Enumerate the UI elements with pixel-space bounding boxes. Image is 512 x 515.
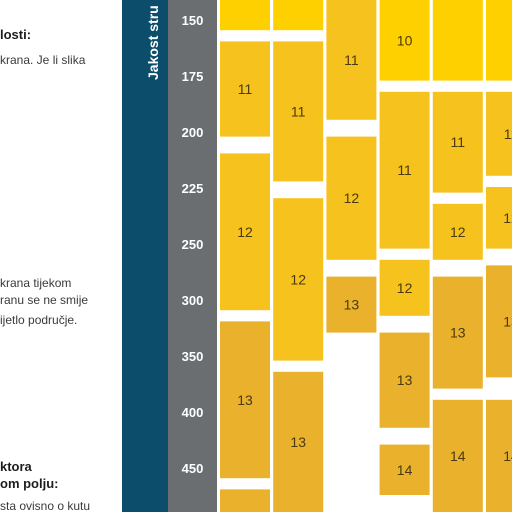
- heatmap-cell: [273, 371, 324, 512]
- heatmap-cell-label: 14: [397, 462, 413, 478]
- heatmap-cell: [486, 91, 512, 176]
- heatmap-cell: [432, 276, 483, 389]
- paragraph-2-line-3: ijetlo područje.: [0, 313, 78, 327]
- heatmap-cell: [432, 91, 483, 193]
- heatmap-cell: [432, 203, 483, 260]
- paragraph-2-line-2: ranu se ne smije: [0, 293, 89, 307]
- heatmap-cell: [220, 153, 270, 311]
- heatmap-cell-label: 12: [397, 280, 413, 296]
- heatmap-cell-label: 12: [237, 224, 253, 240]
- heatmap-cell: [432, 399, 483, 512]
- heatmap-cell: [326, 276, 377, 333]
- y-axis-title: Jakost stru: [145, 5, 161, 80]
- heatmap-cell: [273, 198, 324, 361]
- heatmap-cell: [486, 399, 512, 512]
- heatmap-cell-label: 12: [290, 271, 306, 287]
- heatmap-grid: 11 12 13 11 12 13 11 12 13 10 11 12 13 14 11 12 13 14 11 12…: [220, 0, 512, 512]
- heatmap-cell-label: 11: [291, 103, 306, 119]
- heatmap-cell: [273, 41, 324, 182]
- y-tick-label: 175: [181, 69, 204, 84]
- heatmap-cell-label: 13: [344, 297, 360, 313]
- paragraph-1: krana. Je li slika: [0, 53, 86, 67]
- heatmap-cell: [486, 0, 512, 81]
- heatmap-cell-label: 12: [503, 210, 512, 226]
- heatmap-cell-label: 14: [450, 448, 466, 464]
- heatmap-cell: [273, 0, 324, 31]
- heatmap-cell-label: 11: [451, 134, 466, 150]
- heatmap-cell: [379, 332, 430, 428]
- heatmap-cell-label: 13: [503, 313, 512, 329]
- heatmap-cell-label: 11: [504, 126, 512, 142]
- section-heading-2-line-1: ktora: [0, 459, 32, 474]
- heatmap-cell-label: 13: [290, 434, 306, 450]
- heatmap-cell-label: 12: [344, 190, 360, 206]
- paragraph-2-line-1: krana tijekom: [0, 276, 72, 290]
- heatmap-cell: [379, 444, 430, 495]
- y-tick-label: 350: [181, 349, 204, 364]
- heatmap-cell-label: 13: [450, 325, 466, 341]
- y-tick-label: 400: [181, 405, 204, 420]
- heatmap-cell: [379, 91, 430, 249]
- heatmap-cell: [220, 489, 270, 512]
- heatmap-cell-label: 13: [397, 372, 413, 388]
- heatmap-cell-label: 14: [503, 448, 512, 464]
- heatmap-cell: [379, 259, 430, 316]
- heatmap-cell-label: 11: [344, 52, 359, 68]
- section-heading-1: losti:: [0, 27, 32, 42]
- heatmap-cell-label: 10: [397, 32, 413, 48]
- y-tick-label: 300: [181, 293, 204, 308]
- heatmap-cell: [220, 321, 270, 479]
- heatmap-cell-label: 11: [397, 162, 412, 178]
- heatmap-cell: [220, 41, 270, 137]
- y-tick-label: 150: [181, 13, 204, 28]
- y-tick-label: 225: [181, 181, 204, 196]
- y-axis-title-band: [122, 0, 168, 512]
- y-tick-label: 250: [181, 237, 204, 252]
- heatmap-cell: [432, 0, 483, 81]
- heatmap-cell-label: 11: [238, 81, 253, 97]
- heatmap-cell: [379, 0, 430, 81]
- heatmap-cell-label: 12: [450, 224, 466, 240]
- heatmap-cell: [220, 0, 270, 31]
- heatmap-cell-label: 13: [237, 392, 253, 408]
- heatmap-cell: [326, 0, 377, 120]
- y-tick-label: 450: [181, 461, 204, 476]
- section-heading-2-line-2: om polju:: [0, 476, 59, 491]
- y-tick-label: 200: [181, 125, 204, 140]
- heatmap-cell: [486, 187, 512, 249]
- heatmap-cell: [326, 136, 377, 260]
- y-axis-tick-band: [168, 0, 217, 512]
- paragraph-3: sta ovisno o kutu: [0, 499, 91, 513]
- heatmap-cell: [486, 265, 512, 378]
